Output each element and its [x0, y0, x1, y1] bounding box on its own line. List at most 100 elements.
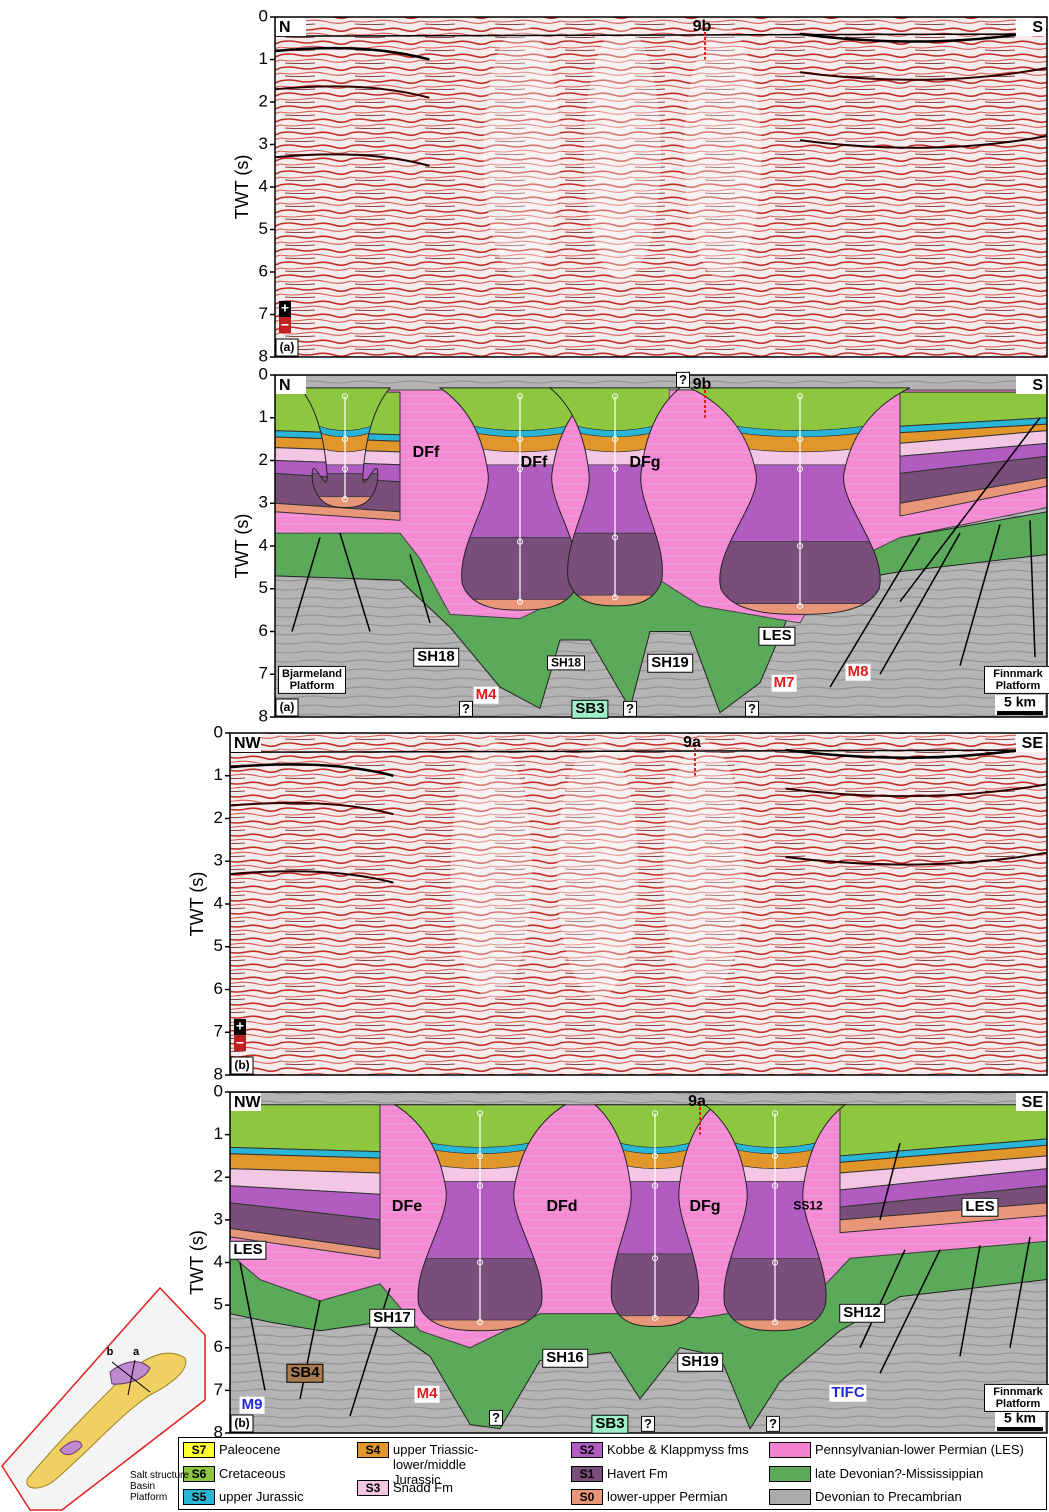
y-tick-label: 1: [259, 407, 268, 426]
diapir-chaotic-zone: [684, 26, 761, 281]
annotation: SB3: [591, 1415, 628, 1434]
y-tick-label: 3: [259, 493, 268, 512]
y-tick-label: 0: [214, 722, 223, 741]
y-tick-label: 6: [214, 979, 223, 998]
annotation: SS12: [793, 1199, 822, 1212]
y-tick-label: 0: [259, 6, 268, 25]
y-tick-label: 7: [214, 1380, 223, 1399]
polarity-label: −: [236, 1035, 244, 1051]
y-tick-label: 7: [259, 664, 268, 683]
y-tick-label: 4: [214, 1252, 223, 1271]
panel-tag: (a): [280, 700, 295, 714]
y-tick-label: 3: [214, 851, 223, 870]
y-tick-label: 6: [259, 261, 268, 280]
polarity-label: −: [281, 317, 289, 333]
annotation: TIFC: [829, 1385, 866, 1402]
y-axis-label: TWT (s): [187, 872, 207, 937]
legend-label: Cretaceous: [219, 1466, 285, 1481]
annotation: SH18: [547, 655, 585, 670]
annotation: ?: [489, 1410, 503, 1426]
annotation: SB3: [571, 700, 608, 719]
y-tick-label: 3: [259, 134, 268, 153]
figure: +−012345678TWT (s)NS9b(a)5 km012345678TW…: [0, 0, 1049, 1512]
y-axis-label: TWT (s): [187, 1230, 207, 1295]
legend-item: Pennsylvanian-lower Permian (LES): [769, 1442, 1039, 1458]
y-tick-label: 2: [259, 450, 268, 469]
tie-label: 9a: [683, 734, 701, 751]
annotation: DFf: [413, 444, 440, 462]
legend-swatch: S4: [357, 1442, 389, 1458]
annotation: M7: [772, 675, 797, 692]
figure-graphics: +−012345678TWT (s)NS9b(a)5 km012345678TW…: [0, 0, 1049, 1512]
y-tick-label: 0: [259, 364, 268, 383]
y-tick-label: 4: [214, 893, 223, 912]
annotation: SB4: [286, 1364, 323, 1383]
section-end-left: NW: [234, 1094, 262, 1111]
y-tick-label: 1: [259, 49, 268, 68]
annotation: SH12: [839, 1304, 885, 1323]
polarity-label: +: [281, 300, 289, 316]
y-tick-label: 7: [259, 304, 268, 323]
annotation: DFe: [392, 1198, 422, 1216]
inset-legend-label: Platform: [130, 1492, 167, 1503]
stratigraphic-layer: [230, 1105, 380, 1152]
annotation: SH17: [369, 1309, 415, 1328]
y-tick-label: 5: [214, 1295, 223, 1314]
annotation: ?: [459, 701, 473, 717]
panel-tag: (b): [234, 1058, 249, 1072]
legend-swatch: S0: [571, 1489, 603, 1505]
panel-tag: (a): [280, 340, 295, 354]
legend-swatch: [769, 1466, 811, 1482]
scale-label: 5 km: [1004, 694, 1036, 710]
legend-label: Havert Fm: [607, 1466, 668, 1481]
legend-swatch: S2: [571, 1442, 603, 1458]
annotation: SH18: [413, 648, 459, 667]
legend-label: Snadd Fm: [393, 1480, 453, 1495]
legend-swatch: S5: [183, 1489, 215, 1505]
section-end-right: S: [1032, 377, 1043, 394]
y-tick-label: 2: [214, 1167, 223, 1186]
inset-legend-item: Salt structure: [128, 1470, 189, 1481]
y-axis-label: TWT (s): [232, 155, 252, 220]
legend-label: lower-upper Permian: [607, 1489, 728, 1504]
annotation: SH16: [542, 1349, 588, 1368]
inset-legend-label: Basin: [130, 1481, 155, 1492]
annotation: ?: [623, 701, 637, 717]
tie-label: 9b: [693, 18, 712, 35]
y-tick-label: 6: [214, 1337, 223, 1356]
y-tick-label: 5: [214, 936, 223, 955]
section-end-left: NW: [234, 735, 262, 752]
annotation: Finnmark Platform: [984, 1384, 1049, 1412]
annotation: ?: [766, 1416, 780, 1432]
legend-item: Devonian to Precambrian: [769, 1489, 1039, 1505]
panel-tag: (b): [234, 1416, 249, 1430]
annotation: Bjarmeland Platform: [278, 666, 346, 694]
legend-swatch: S3: [357, 1480, 389, 1496]
scale-bar: [997, 1427, 1043, 1431]
y-tick-label: 5: [259, 578, 268, 597]
legend-label: Paleocene: [219, 1442, 280, 1457]
annotation: DFg: [689, 1198, 720, 1216]
y-tick-label: 3: [214, 1209, 223, 1228]
y-tick-label: 1: [214, 765, 223, 784]
legend-label: Kobbe & Klappmyss fms: [607, 1442, 749, 1457]
inset-legend-item: Basin: [128, 1481, 155, 1492]
y-tick-label: 6: [259, 621, 268, 640]
annotation: LES: [961, 1198, 998, 1217]
y-tick-label: 2: [259, 91, 268, 110]
annotation: M9: [240, 1397, 265, 1414]
y-tick-label: 8: [259, 706, 268, 725]
annotation: M4: [474, 687, 499, 704]
y-tick-label: 5: [259, 219, 268, 238]
diapir-chaotic-zone: [557, 742, 639, 999]
y-tick-label: 4: [259, 176, 268, 195]
annotation: LES: [758, 627, 795, 646]
annotation: LES: [229, 1241, 266, 1260]
legend-swatch: S7: [183, 1442, 215, 1458]
legend-swatch: [769, 1442, 811, 1458]
legend-label: upper Jurassic: [219, 1489, 304, 1504]
polarity-label: +: [236, 1018, 244, 1034]
section-end-right: S: [1032, 19, 1043, 36]
annotation: M4: [415, 1386, 440, 1403]
